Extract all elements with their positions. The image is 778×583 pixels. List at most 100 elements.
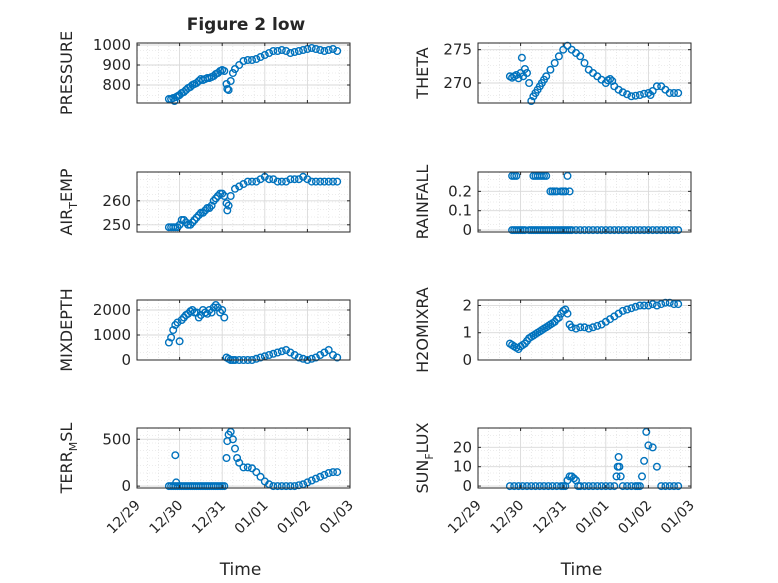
data-point [576, 323, 585, 332]
data-point [589, 323, 598, 332]
data-point [239, 463, 248, 472]
data-point [252, 468, 261, 477]
data-point [550, 59, 559, 68]
y-axis-label: RAINFALL [413, 165, 432, 240]
data-point [252, 354, 261, 363]
data-point [505, 482, 514, 491]
data-point [580, 226, 589, 235]
y-tick-label: 900 [102, 56, 131, 74]
data-point [512, 171, 521, 180]
data-point [665, 226, 674, 235]
data-point [661, 482, 670, 491]
data-point [172, 478, 181, 487]
data-point [567, 472, 576, 481]
grid-lines [477, 427, 692, 489]
data-point [665, 298, 674, 307]
data-point [316, 46, 325, 55]
data-point [256, 353, 265, 362]
data-point [316, 472, 325, 481]
data-point [606, 482, 615, 491]
data-point [269, 175, 278, 184]
data-point [235, 182, 244, 191]
data-point [333, 353, 342, 362]
y-axis-label: THETA [413, 47, 432, 99]
data-point [269, 47, 278, 56]
data-point [644, 88, 653, 97]
data-point [674, 482, 683, 491]
data-point [256, 175, 265, 184]
y-tick-label: 1 [462, 324, 472, 342]
subplot-air_temp: 250 260 AIRTEMP [57, 168, 351, 236]
data-point [640, 301, 649, 310]
y-axis-label: AIRTEMP [57, 168, 80, 235]
data-point [294, 47, 303, 56]
data-point [299, 172, 308, 181]
y-tick-label: 260 [102, 192, 131, 210]
data-point [316, 351, 325, 360]
axes-box [136, 427, 351, 489]
data-point [584, 226, 593, 235]
data-point [640, 226, 649, 235]
data-point [652, 82, 661, 91]
data-point [329, 177, 338, 186]
data-point [638, 472, 647, 481]
data-point [201, 206, 210, 215]
data-point [277, 46, 286, 55]
data-point [523, 68, 532, 77]
data-point [661, 298, 670, 307]
data-point [567, 226, 576, 235]
data-point [329, 45, 338, 54]
data-point [518, 482, 527, 491]
data-point [324, 177, 333, 186]
data-point [644, 226, 653, 235]
data-point [260, 51, 269, 60]
data-point [307, 44, 316, 53]
data-point [618, 482, 627, 491]
data-point [303, 175, 312, 184]
data-point [294, 353, 303, 362]
axes-box [477, 171, 692, 233]
data-point [523, 482, 532, 491]
data-point [235, 458, 244, 467]
data-point [542, 72, 551, 81]
y-tick-label: 2000 [93, 301, 131, 319]
data-point [597, 482, 606, 491]
y-tick-label: 250 [102, 216, 131, 234]
data-point [601, 482, 610, 491]
axes-box [136, 299, 351, 361]
series-markers [505, 427, 683, 491]
axes-box [136, 171, 351, 233]
data-point [527, 96, 536, 105]
series-markers [164, 301, 342, 365]
data-point [252, 55, 261, 64]
data-point [239, 57, 248, 66]
series-markers [505, 41, 683, 105]
data-point [220, 482, 229, 491]
axes-box [477, 427, 692, 489]
data-point [527, 482, 536, 491]
data-point [576, 226, 585, 235]
y-axis-label: MIXDEPTH [57, 288, 76, 371]
data-point [173, 318, 182, 327]
subplot-h2omixra: 0 1 2 H2OMIXRA [413, 287, 692, 373]
data-point [299, 354, 308, 363]
figure-title: Figure 2 low [187, 15, 306, 35]
data-point [192, 78, 201, 87]
data-point [226, 76, 235, 85]
data-point [207, 201, 216, 210]
data-point [531, 482, 540, 491]
data-point [175, 337, 184, 346]
data-point [563, 309, 572, 318]
data-point [614, 226, 623, 235]
data-point [616, 472, 625, 481]
data-point [597, 226, 606, 235]
data-point [311, 474, 320, 483]
data-point [228, 68, 237, 77]
data-point [218, 306, 227, 315]
data-point [580, 323, 589, 332]
data-point [247, 56, 256, 65]
data-point [273, 177, 282, 186]
y-tick-label: 0 [462, 351, 472, 369]
data-point [627, 226, 636, 235]
